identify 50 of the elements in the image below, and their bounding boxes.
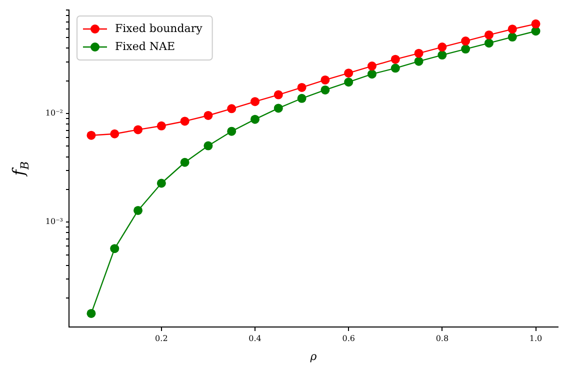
point: [461, 44, 470, 54]
point: [320, 85, 330, 94]
y-tick-label: 10⁻³: [45, 217, 63, 226]
point: [274, 104, 283, 113]
point: [134, 206, 143, 215]
point: [344, 68, 354, 78]
point: [367, 70, 376, 79]
point: [180, 116, 190, 126]
point: [438, 42, 447, 52]
point: [461, 36, 470, 46]
y-axis-title: fB: [9, 161, 32, 177]
legend-label: Fixed NAE: [115, 40, 176, 53]
point: [180, 158, 190, 167]
point: [250, 114, 260, 124]
point: [110, 129, 120, 138]
point: [227, 126, 236, 136]
point: [508, 24, 517, 34]
point: [390, 54, 400, 64]
point: [134, 125, 143, 134]
x-tick-label: 0.4: [248, 334, 262, 343]
point: [86, 308, 96, 318]
x-tick-label: 0.2: [155, 334, 168, 343]
point: [390, 64, 400, 73]
point: [414, 56, 424, 66]
point: [156, 121, 166, 130]
point: [156, 178, 166, 188]
point: [531, 19, 540, 28]
point: [250, 97, 260, 106]
point: [110, 244, 120, 254]
point: [344, 78, 354, 87]
point: [204, 110, 213, 120]
point: [320, 75, 330, 84]
legend-label: Fixed boundary: [115, 22, 204, 35]
x-tick-label: 0.6: [342, 334, 355, 343]
point: [204, 141, 213, 150]
point: [297, 94, 306, 103]
point: [367, 62, 376, 71]
point: [484, 30, 494, 40]
point: [438, 50, 447, 60]
point: [227, 104, 236, 114]
x-axis-title: ρ: [309, 350, 318, 363]
point: [484, 38, 494, 48]
x-tick-label: 1.0: [529, 334, 542, 343]
y-tick-label: 10⁻²: [45, 108, 63, 118]
point: [414, 48, 424, 58]
point: [274, 90, 283, 100]
point: [297, 82, 306, 92]
point: [508, 32, 517, 42]
point: [86, 130, 96, 140]
x-tick-label: 0.8: [436, 334, 449, 343]
